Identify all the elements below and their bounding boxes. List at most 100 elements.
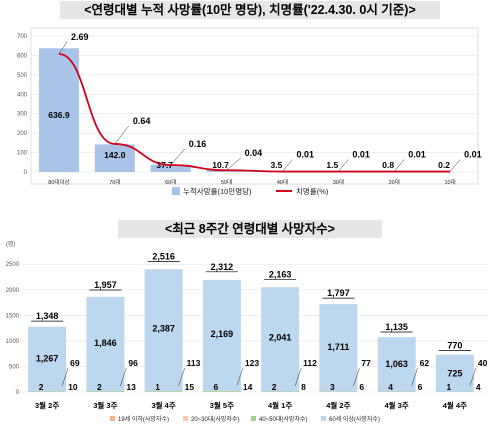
- chart2-bar-segment: [86, 391, 125, 392]
- chart2-2030-label: 6: [214, 382, 219, 392]
- chart2-bar-segment: [28, 391, 67, 392]
- chart2-legend-label: 40~50대(사망자수): [259, 415, 307, 423]
- chart2-4050-label: 13: [126, 382, 136, 392]
- chart2-60plus-label: 1,267: [36, 354, 59, 364]
- chart1-bar-label: 142.0: [104, 150, 126, 160]
- chart2-total-label: 1,348: [36, 311, 59, 321]
- chart2-ytick: 2000: [6, 288, 20, 294]
- chart2-4050-label: 4: [476, 382, 481, 392]
- chart1-callout: [449, 159, 461, 172]
- chart1-line-label: 0.16: [189, 139, 207, 149]
- chart2-bar-segment: [261, 391, 300, 392]
- chart1-frame: [30, 27, 479, 185]
- chart2-xtick: 3월 4주: [152, 400, 176, 410]
- chart2-60plus-label: 725: [447, 368, 462, 378]
- chart2-legend-swatch: [321, 416, 326, 421]
- chart2-bar-segment: [377, 337, 416, 392]
- chart2-xtick: 3월 2주: [35, 400, 59, 410]
- chart1-bar-label: 0.8: [382, 160, 394, 170]
- chart2-legend-label: 19세 이하(사망자수): [118, 415, 169, 423]
- chart1-line-label: 2.69: [71, 32, 89, 42]
- chart1-legend-bar-swatch: [172, 187, 180, 195]
- chart2-bar-segment: [144, 391, 183, 392]
- chart1-callout: [282, 159, 293, 172]
- chart2-legend-swatch: [183, 416, 188, 421]
- chart2-side-label: 96: [128, 358, 138, 368]
- chart2-legend-swatch: [251, 416, 256, 421]
- chart2-2030-label: 1: [155, 382, 160, 392]
- chart1-ytick: 100: [17, 151, 28, 157]
- chart2-side-label: 62: [420, 358, 430, 368]
- chart2-4050-label: 6: [418, 382, 423, 392]
- chart2-4050-label: 14: [243, 382, 253, 392]
- chart2-60plus-label: 2,041: [269, 333, 292, 343]
- chart1-xtick: 70대: [109, 178, 120, 186]
- chart2-xtick: 3월 3주: [93, 400, 117, 410]
- chart1-ytick: 600: [17, 53, 28, 59]
- chart2-xtick: 3월 5주: [210, 400, 234, 410]
- chart2-legend-label: 60세 이상(사망자수): [329, 415, 380, 423]
- chart1-line-series: [58, 53, 451, 173]
- chart1-line-label: 0.01: [352, 150, 370, 160]
- chart1-legend-line: 치명률(%): [296, 186, 329, 196]
- chart2-total-label: 2,312: [211, 262, 234, 272]
- chart2-2030-label: 3: [330, 382, 335, 392]
- chart1-ytick: 500: [17, 73, 28, 79]
- chart2-side-callout: [411, 367, 418, 387]
- chart2-total-label: 770: [447, 341, 462, 351]
- chart1-line-label: 0.64: [133, 116, 151, 126]
- chart1-ytick: 400: [17, 92, 28, 98]
- chart2-title: <최근 8주간 연령대별 사망자수>: [118, 220, 382, 238]
- chart2-2030-label: 2: [97, 382, 102, 392]
- chart1-bar-label: 10.7: [212, 160, 229, 170]
- chart1-xtick: 50대: [221, 178, 232, 186]
- chart1-xtick: 40대: [277, 178, 288, 186]
- chart1-callout: [170, 148, 185, 166]
- chart1-callout: [114, 125, 130, 145]
- chart2-4050-label: 15: [185, 382, 195, 392]
- chart2-bar-segment: [144, 269, 183, 392]
- chart1-line-label: 0.04: [245, 148, 263, 158]
- chart2-side-callout: [236, 367, 244, 387]
- chart1-line-label: 0.01: [408, 150, 426, 160]
- chart2-60plus-label: 1,063: [385, 359, 408, 369]
- chart2-side-callout: [294, 367, 302, 387]
- chart2-side-label: 40: [478, 358, 488, 368]
- chart2-60plus-label: 2,387: [152, 324, 175, 334]
- chart2-unit-label: (명): [6, 240, 16, 248]
- chart1-ytick: 300: [17, 112, 28, 118]
- chart2-2030-label: 4: [388, 382, 393, 392]
- chart2-total-label: 1,957: [94, 280, 117, 290]
- chart2-4050-label: 8: [301, 382, 306, 392]
- chart1-bar: [150, 164, 191, 172]
- chart2-total-label: 1,135: [385, 322, 408, 332]
- chart2-xtick: 4월 2주: [326, 400, 350, 410]
- chart2-side-label: 112: [303, 358, 317, 368]
- chart2-60plus-label: 2,169: [211, 329, 234, 339]
- chart1-xtick: 80대이상: [48, 178, 69, 186]
- chart2-2030-label: 2: [39, 382, 44, 392]
- chart2-4050-label: 6: [359, 382, 364, 392]
- chart1-bar-label: 0.2: [438, 160, 450, 170]
- chart2-legend-label: 20~30대(사망자수): [191, 415, 239, 423]
- chart2-bar-segment: [319, 304, 358, 392]
- chart1-bar-label: 3.5: [271, 160, 283, 170]
- chart1-bar-label: 1.5: [326, 160, 338, 170]
- chart2-bar-segment: [28, 326, 67, 392]
- chart2-side-callout: [353, 367, 360, 387]
- chart2-legend-swatch: [110, 416, 115, 421]
- chart2-side-label: 69: [70, 358, 80, 368]
- chart2-side-label: 77: [361, 358, 371, 368]
- chart1-title: <연령대별 누적 사망률(10만 명당), 치명률('22.4.30. 0시 기…: [60, 1, 440, 19]
- chart1-ytick: 0: [24, 170, 28, 176]
- chart1-xtick: 30대: [333, 178, 344, 186]
- chart2-bar-segment: [202, 390, 241, 392]
- chart1-legend-bar: 누적사망률(10만명당): [183, 186, 252, 196]
- chart2-total-label: 2,516: [152, 251, 175, 261]
- chart2-bar-segment: [202, 280, 241, 391]
- chart1-callout: [226, 158, 241, 171]
- chart2-2030-label: 2: [272, 382, 277, 392]
- chart2-ytick: 0: [16, 390, 20, 396]
- chart2-side-label: 123: [245, 358, 259, 368]
- chart2-2030-label: 1: [447, 382, 452, 392]
